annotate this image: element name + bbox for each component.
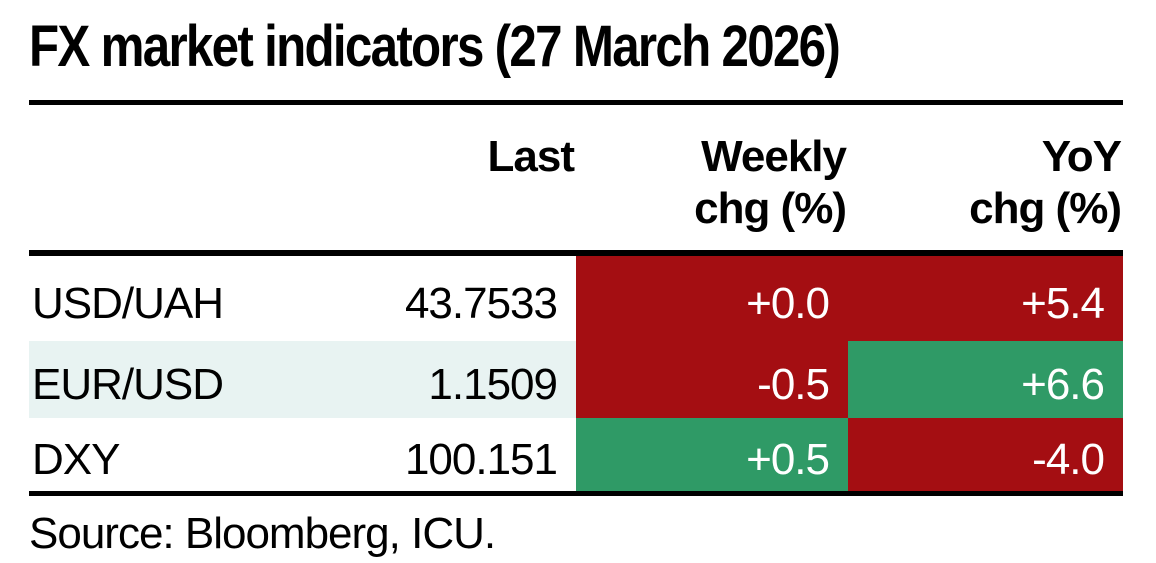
column-header-weekly-line1: Weekly (701, 132, 847, 181)
table-row-weekly-chg-cell: -0.5 (576, 341, 848, 418)
figure-content: FX market indicators (27 March 2026) Las… (29, 18, 1123, 559)
column-header-weekly-chg: Weekly chg (%) (576, 131, 848, 250)
table-row-yoy-chg-cell: -4.0 (848, 418, 1123, 491)
table-row-last-value: 1.1509 (296, 341, 576, 418)
table-row-weekly-chg-cell: +0.0 (576, 256, 848, 341)
column-header-yoy-line1: YoY (1041, 132, 1122, 181)
source-note: Source: Bloomberg, ICU. (29, 509, 496, 558)
column-header-weekly-line2: chg (%) (694, 184, 847, 233)
footer-divider-rule (29, 491, 1123, 496)
title-underline (29, 100, 1123, 105)
column-header-yoy-chg: YoY chg (%) (848, 131, 1123, 250)
table-row-yoy-chg-cell: +6.6 (848, 341, 1123, 418)
column-header-last-line1: Last (487, 132, 575, 181)
table-body: USD/UAH 43.7533 +0.0 +5.4 EUR/USD 1.1509… (29, 256, 1123, 491)
column-header-spacer (29, 131, 296, 250)
table-header-row: Last Weekly chg (%) YoY chg (%) (29, 105, 1123, 250)
table-row-last-value: 100.151 (404, 434, 558, 484)
table-row-pair-label: EUR/USD (29, 341, 296, 418)
table-row-weekly-chg-cell: +0.5 (576, 418, 848, 491)
column-header-last: Last (296, 131, 576, 250)
column-header-yoy-line2: chg (%) (969, 184, 1122, 233)
table-row-pair-label: USD/UAH (32, 278, 224, 328)
table-row-last-value: 43.7533 (404, 278, 558, 328)
figure-title: FX market indicators (27 March 2026) (29, 14, 841, 79)
header-divider-rule (29, 250, 1123, 256)
table-row-pair-label: DXY (32, 434, 120, 484)
table-row-yoy-chg-cell: +5.4 (848, 256, 1123, 341)
